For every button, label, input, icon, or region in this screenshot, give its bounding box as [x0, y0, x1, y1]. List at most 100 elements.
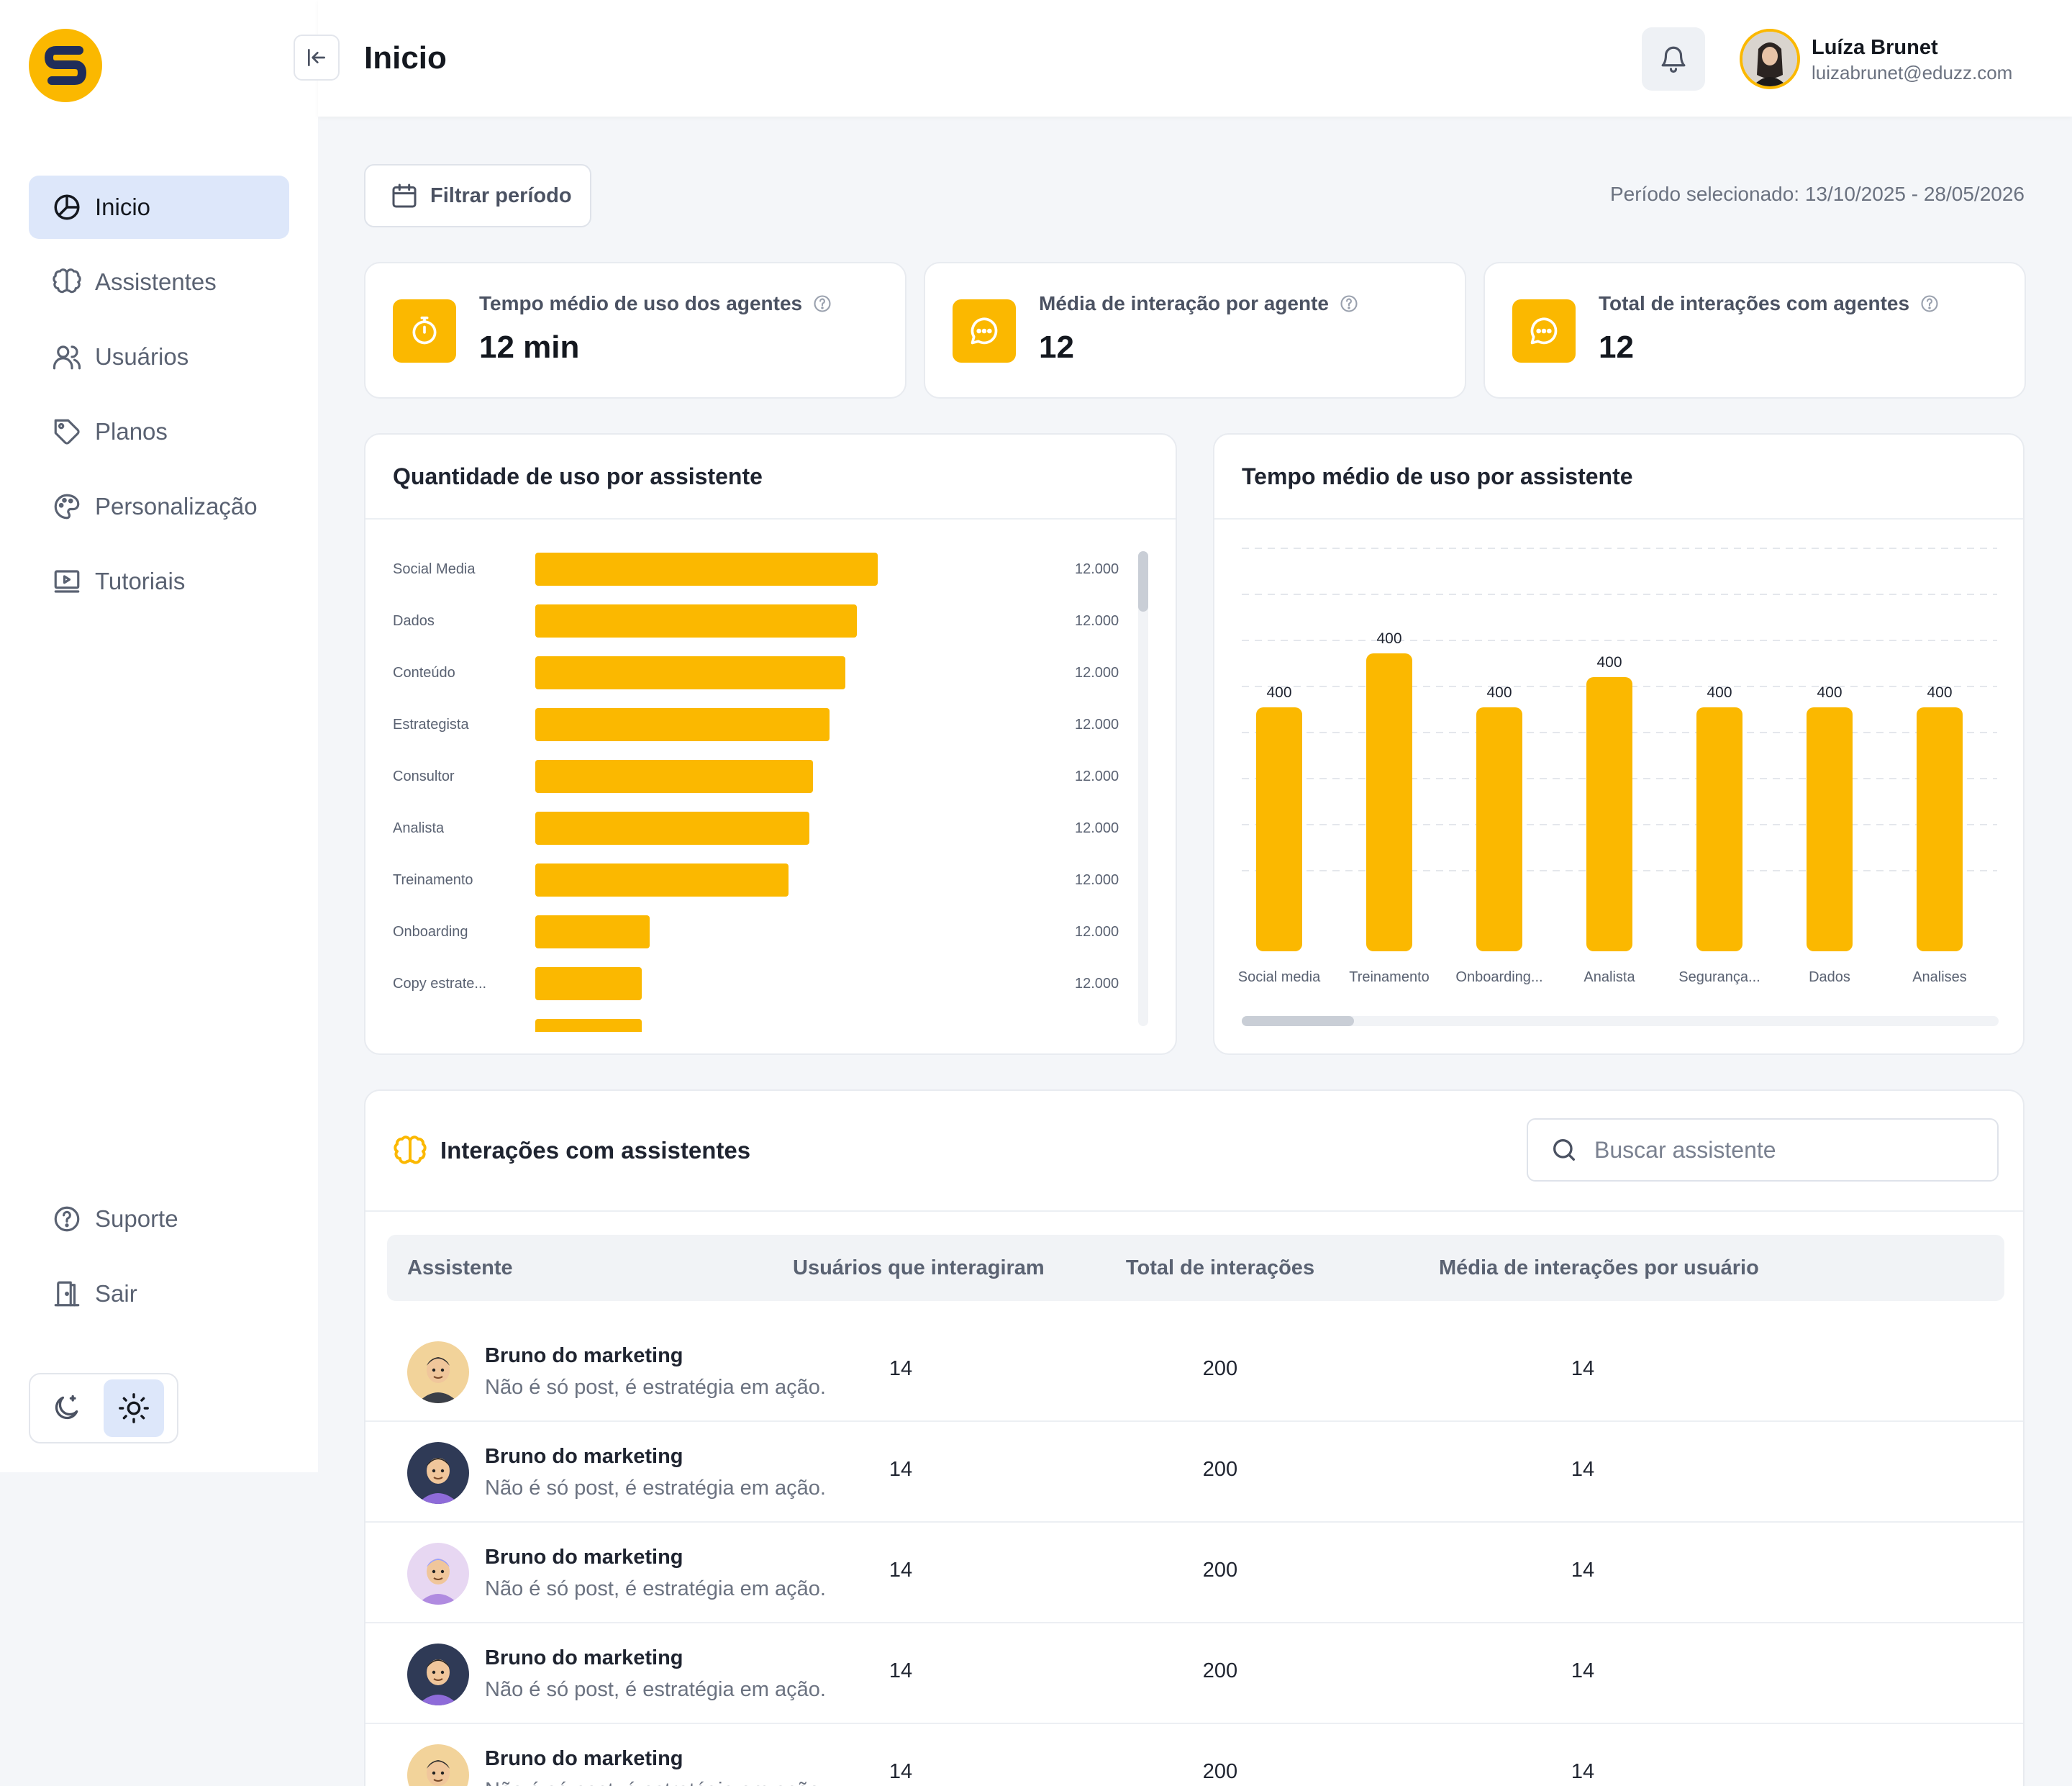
brain-icon: [53, 268, 81, 294]
scrollbar-thumb[interactable]: [1242, 1016, 1354, 1026]
table-row[interactable]: Bruno do marketing Não é só post, é estra…: [365, 1422, 2023, 1523]
moon-icon: [55, 1395, 78, 1420]
table-row[interactable]: Bruno do marketing Não é só post, é estra…: [365, 1623, 2023, 1724]
time-bar-label: Onboarding...: [1455, 969, 1542, 985]
sidebar-item-label: Usuários: [95, 343, 189, 370]
usage-bar-label: Dados: [393, 613, 435, 629]
column-header-total[interactable]: Total de interações: [1125, 1256, 1315, 1279]
kpi-label: Média de interação por agente: [1039, 292, 1359, 315]
sidebar: Inicio Assistentes Usuários Planos Perso…: [0, 0, 318, 1472]
kpi-value: 12: [1599, 330, 1634, 365]
usage-bar-chart: Social Media 12.000 Dados 12.000 Conteúdo 12.…: [365, 528, 1176, 1032]
time-bar[interactable]: [1586, 677, 1632, 951]
card-divider: [365, 518, 1176, 520]
usage-bar[interactable]: [535, 863, 789, 897]
cell-average: 14: [1571, 1659, 1595, 1682]
time-bar-label: Dados: [1809, 969, 1850, 985]
time-bar[interactable]: [1807, 707, 1853, 951]
usage-bar[interactable]: [535, 812, 809, 845]
time-bar-label: Analista: [1583, 969, 1635, 985]
filter-period-button[interactable]: Filtrar período: [364, 164, 591, 227]
assistant-name: Bruno do marketing: [485, 1546, 683, 1569]
time-bar[interactable]: [1476, 707, 1522, 951]
time-bar[interactable]: [1917, 707, 1963, 951]
assistant-description: Não é só post, é estratégia em ação.: [485, 1779, 826, 1786]
sidebar-item-planos[interactable]: Planos: [29, 400, 289, 463]
usage-bar-value: 12.000: [1075, 717, 1119, 733]
column-header-assistente[interactable]: Assistente: [407, 1256, 513, 1279]
usage-bar-value: 12.000: [1075, 976, 1119, 992]
usage-bar-label: Analista: [393, 820, 445, 836]
cell-users: 14: [889, 1760, 913, 1783]
usage-bar[interactable]: [535, 553, 878, 586]
user-avatar[interactable]: [1740, 29, 1800, 89]
stopwatch-icon: [412, 316, 437, 345]
time-bar[interactable]: [1256, 707, 1302, 951]
dark-mode-button[interactable]: [36, 1379, 96, 1437]
time-bar[interactable]: [1696, 707, 1742, 951]
sidebar-item-sair[interactable]: Sair: [29, 1262, 289, 1325]
sidebar-item-inicio[interactable]: Inicio: [29, 176, 289, 239]
usage-bar-label: Treinamento: [393, 872, 473, 888]
users-icon: [53, 345, 81, 370]
sidebar-item-usuarios[interactable]: Usuários: [29, 325, 289, 389]
sidebar-item-assistentes[interactable]: Assistentes: [29, 250, 289, 314]
table-row[interactable]: Bruno do marketing Não é só post, é estra…: [365, 1523, 2023, 1623]
usage-bar[interactable]: [535, 1019, 642, 1032]
card-divider: [1214, 518, 2023, 520]
column-header-usuarios[interactable]: Usuários que interagiram: [793, 1256, 1045, 1279]
assistant-avatar: [407, 1442, 469, 1504]
usage-bar-label: Onboarding: [393, 924, 468, 940]
cell-average: 14: [1571, 1458, 1595, 1481]
person-photo-icon: [1742, 32, 1797, 86]
usage-chart-scrollbar[interactable]: [1138, 551, 1148, 1026]
notifications-button[interactable]: [1642, 27, 1705, 91]
time-bar-value: 400: [1707, 684, 1732, 701]
page-title: Inicio: [364, 40, 447, 76]
time-bar-label: Treinamento: [1349, 969, 1430, 985]
sidebar-item-suporte[interactable]: Suporte: [29, 1187, 289, 1251]
kpi-label-text: Tempo médio de uso dos agentes: [479, 292, 803, 314]
usage-bar[interactable]: [535, 604, 857, 638]
time-bar[interactable]: [1366, 653, 1412, 951]
time-bar-label: Social media: [1238, 969, 1321, 985]
usage-bar[interactable]: [535, 656, 845, 689]
sidebar-item-personalizacao[interactable]: Personalização: [29, 475, 289, 538]
help-icon[interactable]: [812, 294, 832, 314]
help-icon[interactable]: [1339, 294, 1359, 314]
light-mode-button[interactable]: [104, 1379, 164, 1437]
cell-total: 200: [1202, 1357, 1238, 1380]
column-header-media[interactable]: Média de interações por usuário: [1439, 1256, 1759, 1279]
scrollbar-thumb[interactable]: [1138, 551, 1148, 612]
assistant-avatar-icon: [407, 1644, 469, 1705]
sidebar-item-label: Suporte: [95, 1205, 178, 1232]
search-assistant-input[interactable]: [1594, 1136, 1968, 1164]
usage-bar[interactable]: [535, 967, 642, 1000]
usage-bar[interactable]: [535, 760, 813, 793]
kpi-label: Total de interações com agentes: [1599, 292, 1940, 315]
table-row[interactable]: Bruno do marketing Não é só post, é estra…: [365, 1724, 2023, 1786]
table-title: Interações com assistentes: [440, 1137, 751, 1164]
collapse-left-icon: [308, 49, 325, 66]
time-chart-scrollbar[interactable]: [1242, 1016, 1999, 1026]
assistant-avatar-icon: [407, 1543, 469, 1605]
usage-bar[interactable]: [535, 708, 830, 741]
tag-icon: [54, 419, 80, 445]
cell-average: 14: [1571, 1760, 1595, 1783]
cell-users: 14: [889, 1659, 913, 1682]
usage-bar-value: 12.000: [1075, 613, 1119, 629]
filter-period-label: Filtrar período: [430, 183, 572, 207]
time-bar-value: 400: [1266, 684, 1291, 701]
usage-bar-value: 12.000: [1075, 665, 1119, 681]
collapse-sidebar-button[interactable]: [294, 35, 340, 81]
time-bar-value: 400: [1817, 684, 1842, 701]
sidebar-item-tutoriais[interactable]: Tutoriais: [29, 550, 289, 613]
brand-logo[interactable]: [29, 29, 102, 102]
cell-total: 200: [1202, 1559, 1238, 1582]
time-bar-label: Segurança...: [1678, 969, 1760, 985]
table-row[interactable]: Bruno do marketing Não é só post, é estra…: [365, 1321, 2023, 1422]
video-icon: [54, 570, 80, 593]
search-icon: [1553, 1139, 1575, 1161]
help-icon[interactable]: [1919, 294, 1940, 314]
usage-bar[interactable]: [535, 915, 650, 948]
